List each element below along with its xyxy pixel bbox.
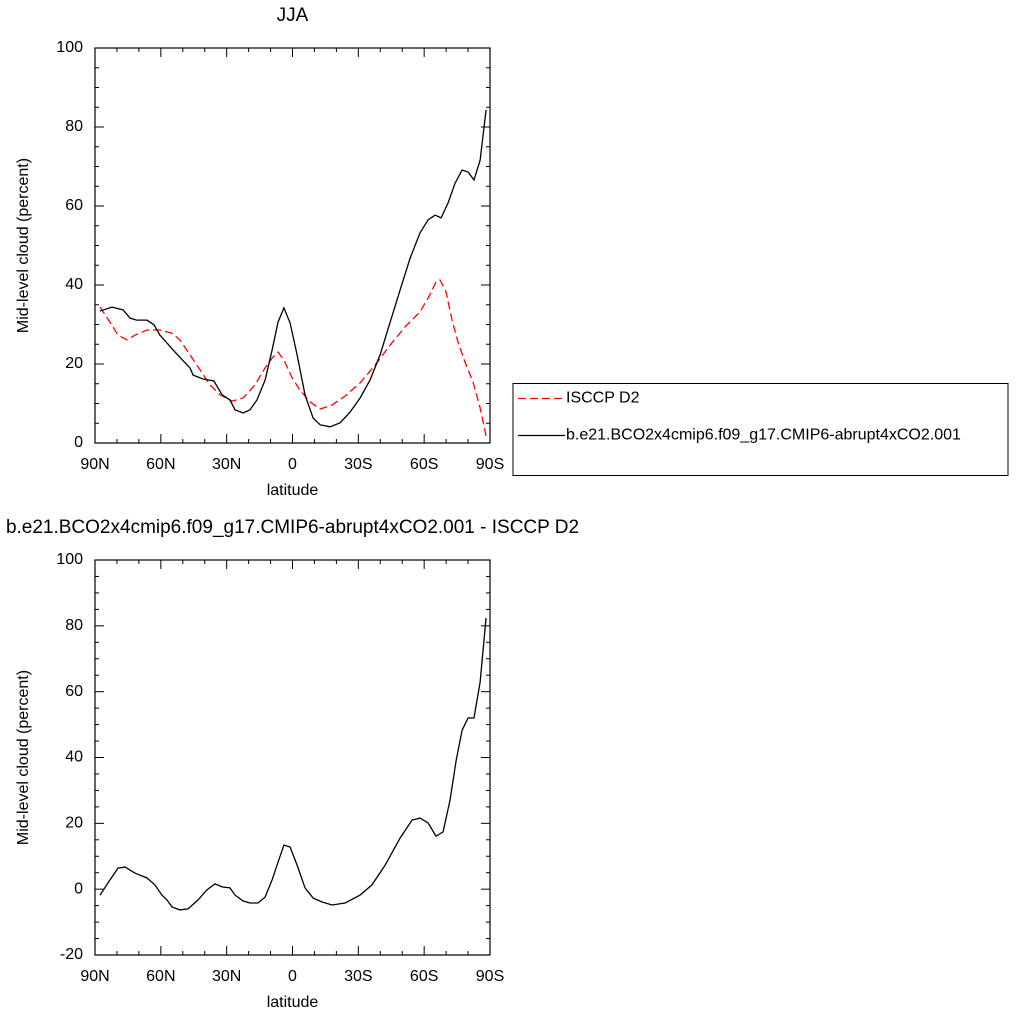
y-axis-label: Mid-level cloud (percent) (15, 670, 32, 845)
chart-title: JJA (277, 5, 309, 26)
series-line (99, 109, 487, 428)
legend-label: ISCCP D2 (566, 390, 640, 407)
y-tick-label: 0 (74, 434, 83, 451)
x-tick-label: 0 (288, 968, 297, 985)
x-tick-label: 60S (410, 456, 438, 473)
x-tick-label: 90N (80, 456, 109, 473)
y-tick-label: -20 (60, 946, 83, 963)
x-tick-label: 30N (212, 456, 241, 473)
legend-label: b.e21.BCO2x4cmip6.f09_g17.CMIP6-abrupt4x… (566, 427, 961, 444)
plot-frame (94, 47, 491, 444)
x-tick-label: 60N (146, 456, 175, 473)
y-tick-label: 60 (65, 197, 83, 214)
y-tick-label: 0 (74, 880, 83, 897)
x-tick-label: 30N (212, 968, 241, 985)
x-tick-label: 60S (410, 968, 438, 985)
x-tick-label: 0 (288, 456, 297, 473)
legend-box (512, 383, 1009, 476)
y-tick-label: 100 (56, 551, 83, 568)
x-axis-label: latitude (267, 482, 319, 499)
y-axis-label: Mid-level cloud (percent) (15, 158, 32, 333)
x-tick-label: 60N (146, 968, 175, 985)
y-tick-label: 80 (65, 617, 83, 634)
plot-frame (94, 559, 491, 956)
x-tick-label: 90S (476, 968, 504, 985)
y-tick-label: 100 (56, 39, 83, 56)
y-tick-label: 40 (65, 749, 83, 766)
series-line (99, 278, 487, 437)
x-tick-label: 90N (80, 968, 109, 985)
y-tick-label: 80 (65, 118, 83, 135)
x-axis-label: latitude (267, 994, 319, 1011)
chart-title: b.e21.BCO2x4cmip6.f09_g17.CMIP6-abrupt4x… (6, 517, 579, 538)
y-tick-label: 20 (65, 355, 83, 372)
x-tick-label: 30S (344, 968, 372, 985)
series-line (99, 617, 487, 911)
y-tick-label: 60 (65, 683, 83, 700)
y-tick-label: 20 (65, 815, 83, 832)
x-tick-label: 30S (344, 456, 372, 473)
x-tick-label: 90S (476, 456, 504, 473)
y-tick-label: 40 (65, 276, 83, 293)
